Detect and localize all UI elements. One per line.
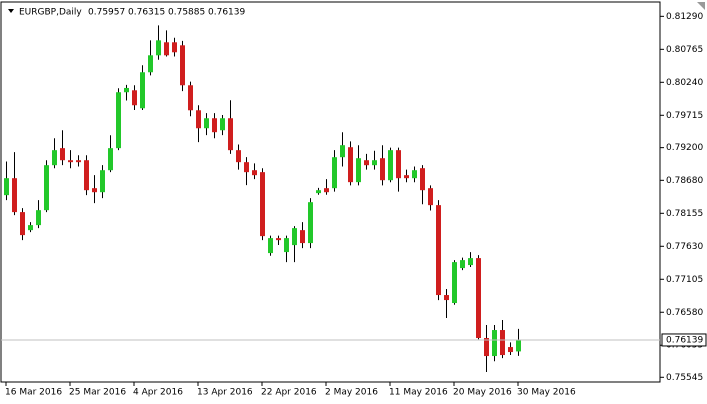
candle-body — [444, 295, 449, 301]
candle-body — [108, 148, 113, 171]
price-label: 0.76139 — [666, 335, 703, 345]
candle-body — [164, 42, 169, 56]
candle-body — [340, 145, 345, 158]
candle-body — [412, 170, 417, 179]
x-tick-label: 2 May 2016 — [325, 388, 378, 398]
candle-body — [228, 118, 233, 151]
candle-body — [308, 202, 313, 244]
x-tick-label: 25 Mar 2016 — [69, 388, 126, 398]
candle-body — [372, 160, 377, 166]
candle-body — [92, 188, 97, 193]
x-tick-label: 4 Apr 2016 — [133, 388, 183, 398]
candle-body — [284, 238, 289, 253]
open-label: 0.75957 — [88, 8, 125, 18]
candle-body — [12, 178, 17, 213]
candle-body — [452, 262, 457, 304]
candle-body — [212, 118, 217, 133]
candle-body — [292, 228, 297, 246]
candle-body — [476, 258, 481, 339]
candle-body — [76, 160, 81, 163]
candle-body — [68, 160, 73, 163]
close-label: 0.76139 — [208, 8, 245, 18]
candle-body — [348, 147, 353, 183]
y-tick-label: 0.79200 — [666, 143, 703, 153]
candle-body — [436, 205, 441, 296]
candle-body — [204, 118, 209, 129]
candle-body — [140, 72, 145, 109]
x-tick-label: 20 May 2016 — [453, 388, 512, 398]
candle-body — [268, 238, 273, 254]
y-tick-label: 0.79715 — [666, 111, 703, 121]
high-label: 0.76315 — [128, 8, 165, 18]
candle-body — [60, 148, 65, 161]
candle-body — [516, 339, 521, 352]
candle-body — [52, 150, 57, 166]
candle-body — [324, 188, 329, 193]
candle-body — [276, 238, 281, 241]
y-tick-label: 0.81290 — [666, 12, 703, 22]
candle-body — [460, 260, 465, 269]
candle-body — [404, 175, 409, 179]
candle-body — [364, 160, 369, 166]
price-box — [661, 333, 707, 347]
candle-body — [300, 230, 305, 244]
candle-body — [28, 225, 33, 231]
plot-frame — [0, 1, 661, 383]
candle-body — [132, 90, 137, 106]
candle-body — [188, 85, 193, 111]
y-tick-label: 0.80765 — [666, 45, 703, 55]
candle-body — [156, 40, 161, 56]
candle-body — [172, 42, 177, 53]
candle-body — [4, 178, 9, 196]
candle-body — [468, 258, 473, 266]
candle-body — [508, 347, 513, 353]
candle-body — [84, 160, 89, 191]
x-tick-label: 30 May 2016 — [517, 388, 576, 398]
candle-body — [500, 330, 505, 356]
y-tick-label: 0.75545 — [666, 373, 703, 383]
candle-body — [492, 330, 497, 357]
candle-body — [356, 158, 361, 183]
y-tick-label: 0.78155 — [666, 209, 703, 219]
candle-body — [428, 188, 433, 206]
candle-body — [484, 338, 489, 357]
candle-body — [420, 168, 425, 191]
menu-arrow[interactable] — [8, 9, 14, 13]
candle-body — [220, 118, 225, 131]
candle-body — [124, 87, 129, 93]
candle-body — [196, 110, 201, 129]
candle-body — [388, 150, 393, 181]
x-tick-label: 11 May 2016 — [389, 388, 448, 398]
y-tick-label: 0.77105 — [666, 275, 703, 285]
candle-body — [100, 170, 105, 193]
candle-body — [44, 165, 49, 211]
low-label: 0.75885 — [168, 8, 205, 18]
corner-marker — [697, 2, 705, 10]
y-tick-label: 0.78680 — [666, 176, 703, 186]
candle-body — [36, 210, 41, 226]
candle-body — [180, 45, 185, 86]
candle-body — [244, 162, 249, 173]
y-tick-label: 0.77630 — [666, 242, 703, 252]
candle-body — [148, 55, 153, 73]
candle-body — [20, 212, 25, 236]
candle-body — [260, 172, 265, 237]
y-tick-label: 0.80240 — [666, 78, 703, 88]
candle-body — [380, 158, 385, 181]
candle-body — [236, 150, 241, 163]
candle-body — [252, 170, 257, 176]
candle-body — [316, 190, 321, 194]
y-tick-label: 0.76580 — [666, 308, 703, 318]
x-tick-label: 16 Mar 2016 — [5, 388, 62, 398]
candle-body — [116, 92, 121, 149]
candle-body — [332, 157, 337, 189]
x-tick-label: 13 Apr 2016 — [197, 388, 253, 398]
candle-body — [396, 150, 401, 179]
x-tick-label: 22 Apr 2016 — [261, 388, 317, 398]
symbol-label: EURGBP,Daily — [19, 8, 82, 18]
